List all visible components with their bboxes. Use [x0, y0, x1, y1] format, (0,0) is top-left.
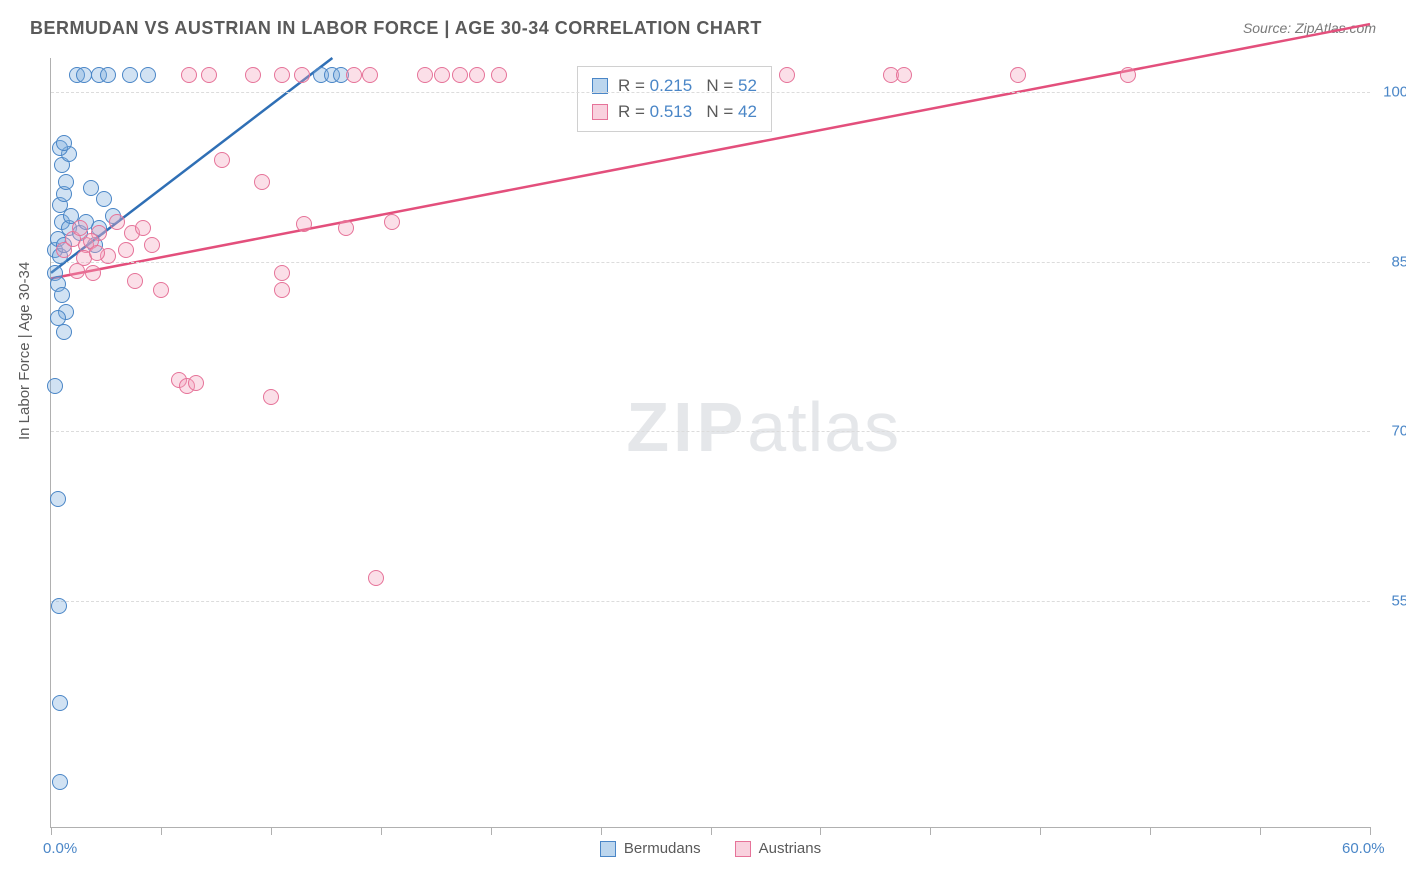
x-tick — [1150, 827, 1151, 835]
data-point — [52, 695, 68, 711]
x-tick — [1370, 827, 1371, 835]
data-point — [362, 67, 378, 83]
data-point — [118, 242, 134, 258]
data-point — [274, 265, 290, 281]
stats-row-austrians: R = 0.513 N = 42 — [592, 99, 757, 125]
data-point — [1120, 67, 1136, 83]
data-point — [72, 220, 88, 236]
data-point — [469, 67, 485, 83]
gridline — [51, 262, 1370, 263]
data-point — [83, 180, 99, 196]
data-point — [779, 67, 795, 83]
x-tick — [381, 827, 382, 835]
data-point — [100, 67, 116, 83]
x-tick — [51, 827, 52, 835]
x-tick-label: 60.0% — [1342, 840, 1385, 857]
swatch-austrians-icon — [592, 104, 608, 120]
data-point — [338, 220, 354, 236]
data-point — [76, 67, 92, 83]
stats-row-bermudans: R = 0.215 N = 52 — [592, 73, 757, 99]
data-point — [384, 214, 400, 230]
data-point — [56, 135, 72, 151]
gridline — [51, 431, 1370, 432]
data-point — [109, 214, 125, 230]
trend-lines — [51, 58, 1370, 827]
data-point — [452, 67, 468, 83]
data-point — [54, 287, 70, 303]
legend-label: Bermudans — [624, 840, 701, 857]
data-point — [1010, 67, 1026, 83]
data-point — [214, 152, 230, 168]
legend-item-austrians: Austrians — [735, 840, 822, 857]
x-tick-label: 0.0% — [43, 840, 77, 857]
data-point — [181, 67, 197, 83]
data-point — [274, 282, 290, 298]
data-point — [144, 237, 160, 253]
y-axis-label: In Labor Force | Age 30-34 — [16, 262, 33, 440]
data-point — [346, 67, 362, 83]
data-point — [188, 375, 204, 391]
data-point — [254, 174, 270, 190]
y-tick-label: 100.0% — [1378, 83, 1406, 100]
data-point — [50, 491, 66, 507]
data-point — [96, 191, 112, 207]
legend-item-bermudans: Bermudans — [600, 840, 701, 857]
x-tick — [271, 827, 272, 835]
data-point — [122, 67, 138, 83]
y-tick-label: 85.0% — [1378, 253, 1406, 270]
data-point — [296, 216, 312, 232]
chart-title: BERMUDAN VS AUSTRIAN IN LABOR FORCE | AG… — [30, 18, 762, 38]
x-tick — [930, 827, 931, 835]
data-point — [153, 282, 169, 298]
x-tick — [161, 827, 162, 835]
data-point — [56, 324, 72, 340]
gridline — [51, 92, 1370, 93]
swatch-austrians-icon — [735, 841, 751, 857]
trend-line — [51, 24, 1370, 278]
data-point — [294, 67, 310, 83]
scatter-plot: ZIPatlas R = 0.215 N = 52 R = 0.513 N = … — [50, 58, 1370, 828]
x-tick — [1040, 827, 1041, 835]
data-point — [245, 67, 261, 83]
data-point — [135, 220, 151, 236]
chart-header: BERMUDAN VS AUSTRIAN IN LABOR FORCE | AG… — [30, 18, 1376, 44]
data-point — [51, 598, 67, 614]
data-point — [89, 245, 105, 261]
data-point — [417, 67, 433, 83]
data-point — [140, 67, 156, 83]
legend-label: Austrians — [759, 840, 822, 857]
data-point — [52, 774, 68, 790]
y-tick-label: 70.0% — [1378, 423, 1406, 440]
gridline — [51, 601, 1370, 602]
data-point — [47, 378, 63, 394]
data-point — [127, 273, 143, 289]
data-point — [263, 389, 279, 405]
data-point — [201, 67, 217, 83]
swatch-bermudans-icon — [600, 841, 616, 857]
data-point — [85, 265, 101, 281]
bottom-legend: Bermudans Austrians — [51, 840, 1370, 857]
correlation-stats-box: R = 0.215 N = 52 R = 0.513 N = 42 — [577, 66, 772, 132]
data-point — [491, 67, 507, 83]
x-tick — [1260, 827, 1261, 835]
y-tick-label: 55.0% — [1378, 592, 1406, 609]
x-tick — [820, 827, 821, 835]
data-point — [58, 174, 74, 190]
x-tick — [491, 827, 492, 835]
data-point — [368, 570, 384, 586]
x-tick — [601, 827, 602, 835]
x-tick — [711, 827, 712, 835]
data-point — [274, 67, 290, 83]
data-point — [434, 67, 450, 83]
data-point — [896, 67, 912, 83]
